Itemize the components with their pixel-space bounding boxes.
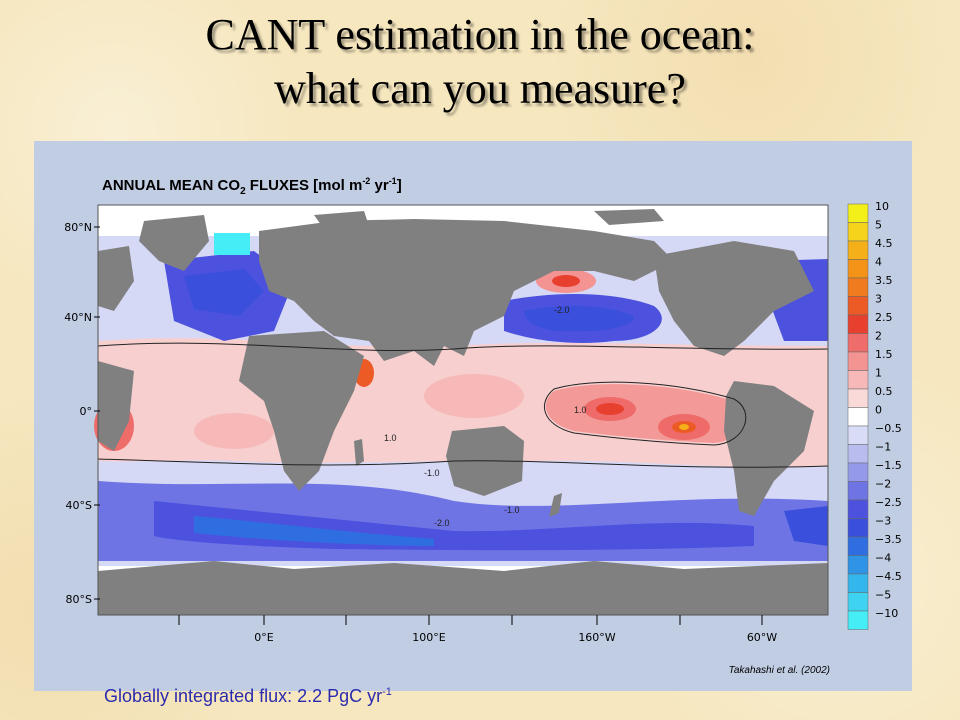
caption: Globally integrated flux: 2.2 PgC yr-1 bbox=[104, 686, 392, 707]
colorbar-label: 3.5 bbox=[875, 274, 893, 287]
svg-text:-2.0: -2.0 bbox=[554, 305, 570, 315]
colorbar-label: −0.5 bbox=[875, 422, 902, 435]
lon-label: 60°W bbox=[747, 631, 777, 644]
lat-label: 40°N bbox=[64, 311, 92, 324]
colorbar-swatch bbox=[847, 203, 869, 223]
colorbar-label: 0.5 bbox=[875, 385, 893, 398]
svg-text:1.0: 1.0 bbox=[574, 405, 587, 415]
lon-label: 0°E bbox=[254, 631, 273, 644]
colorbar-swatch bbox=[847, 610, 869, 630]
colorbar-swatch bbox=[847, 444, 869, 464]
co2-flux-figure: ANNUAL MEAN CO2 FLUXES [mol m-2 yr-1] bbox=[34, 141, 912, 691]
colorbar-label: −4 bbox=[875, 552, 891, 565]
colorbar-swatch bbox=[847, 518, 869, 538]
svg-text:-1.0: -1.0 bbox=[424, 468, 440, 478]
title-line-2: what can you measure? bbox=[274, 64, 686, 113]
colorbar: 10 5 4.5 4 3.5 3 2.5 2 1.5 1 0.5 0 −0.5 −1 −1.5 −2 −2.5 −… bbox=[847, 200, 902, 630]
colorbar-swatch bbox=[847, 592, 869, 612]
colorbar-swatch bbox=[847, 333, 869, 353]
title-line-1: CANT estimation in the ocean: bbox=[205, 10, 755, 59]
contour-lines bbox=[97, 342, 829, 468]
colorbar-label: −4.5 bbox=[875, 570, 902, 583]
colorbar-swatch bbox=[847, 222, 869, 242]
colorbar-label: 10 bbox=[875, 200, 889, 213]
svg-text:-2.0: -2.0 bbox=[434, 518, 450, 528]
colorbar-swatch bbox=[847, 407, 869, 427]
colorbar-swatch bbox=[847, 499, 869, 519]
colorbar-label: −3.5 bbox=[875, 533, 902, 546]
colorbar-label: −1.5 bbox=[875, 459, 902, 472]
lon-label: 100°E bbox=[412, 631, 445, 644]
colorbar-label: 2.5 bbox=[875, 311, 893, 324]
credit-text: Takahashi et al. (2002) bbox=[729, 665, 830, 676]
caption-text: Globally integrated flux: 2.2 PgC yr bbox=[104, 686, 383, 706]
lat-label: 80°N bbox=[64, 221, 92, 234]
colorbar-label: 4 bbox=[875, 256, 882, 269]
lat-ticks bbox=[94, 226, 100, 600]
colorbar-label: −1 bbox=[875, 441, 891, 454]
colorbar-label: 1 bbox=[875, 367, 882, 380]
colorbar-swatch bbox=[847, 240, 869, 260]
colorbar-swatch bbox=[847, 555, 869, 575]
land-masses bbox=[98, 209, 828, 615]
svg-text:-1.0: -1.0 bbox=[504, 505, 520, 515]
lat-label: 40°S bbox=[66, 499, 92, 512]
colorbar-swatch bbox=[847, 277, 869, 297]
colorbar-swatch bbox=[847, 481, 869, 501]
colorbar-swatch bbox=[847, 573, 869, 593]
colorbar-swatch bbox=[847, 351, 869, 371]
lat-label: 80°S bbox=[66, 593, 92, 606]
colorbar-swatch bbox=[847, 314, 869, 334]
colorbar-swatch bbox=[847, 388, 869, 408]
longitude-axis: 0°E 100°E 160°W 60°W bbox=[254, 631, 777, 644]
colorbar-label: −3 bbox=[875, 515, 891, 528]
colorbar-swatch bbox=[847, 462, 869, 482]
colorbar-swatch bbox=[847, 425, 869, 445]
colorbar-label: 4.5 bbox=[875, 237, 893, 250]
colorbar-label: −10 bbox=[875, 607, 898, 620]
lon-ticks bbox=[178, 615, 763, 625]
colorbar-label: 0 bbox=[875, 404, 882, 417]
colorbar-swatch bbox=[847, 536, 869, 556]
colorbar-label: 2 bbox=[875, 330, 882, 343]
colorbar-swatch bbox=[847, 259, 869, 279]
map-panel: -2.0 1.0 1.0 -1.0 -1.0 -2.0 bbox=[94, 204, 829, 616]
latitude-axis: 80°N 40°N 0° 40°S 80°S bbox=[64, 221, 92, 606]
colorbar-label: −5 bbox=[875, 589, 891, 602]
colorbar-label: 3 bbox=[875, 293, 882, 306]
co2-flux-map: ANNUAL MEAN CO2 FLUXES [mol m-2 yr-1] bbox=[64, 176, 902, 676]
map-heading: ANNUAL MEAN CO2 FLUXES [mol m-2 yr-1] bbox=[102, 176, 402, 197]
lon-label: 160°W bbox=[578, 631, 615, 644]
colorbar-swatch bbox=[847, 296, 869, 316]
caption-exponent: -1 bbox=[382, 686, 392, 698]
slide-title: CANT estimation in the ocean: what can y… bbox=[0, 8, 960, 116]
svg-text:1.0: 1.0 bbox=[384, 433, 397, 443]
colorbar-label: −2.5 bbox=[875, 496, 902, 509]
lat-label: 0° bbox=[80, 405, 93, 418]
colorbar-label: −2 bbox=[875, 478, 891, 491]
colorbar-label: 1.5 bbox=[875, 348, 893, 361]
contour-labels: -2.0 1.0 1.0 -1.0 -1.0 -2.0 bbox=[384, 305, 587, 528]
colorbar-swatch bbox=[847, 370, 869, 390]
colorbar-label: 5 bbox=[875, 219, 882, 232]
